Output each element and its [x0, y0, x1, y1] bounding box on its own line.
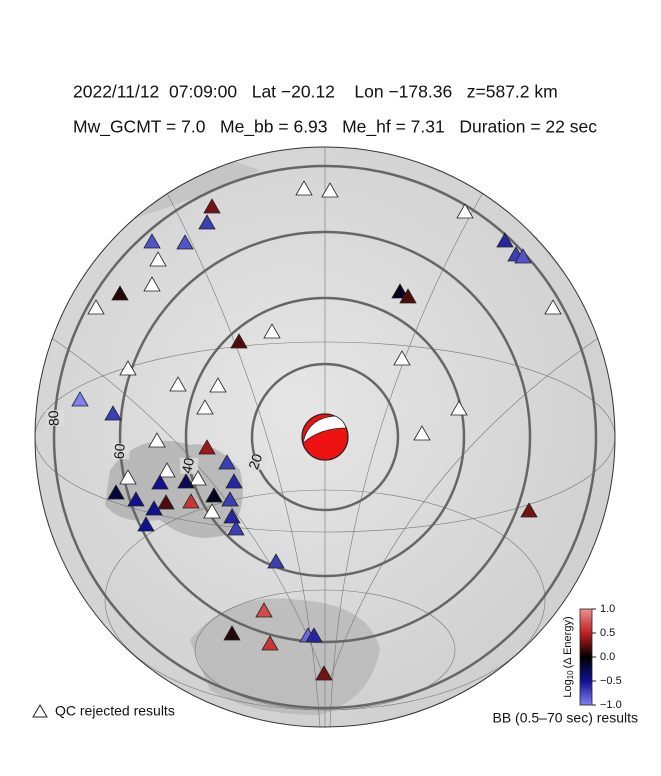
station	[223, 625, 241, 641]
ring-label-bg	[247, 453, 266, 470]
station	[177, 473, 195, 489]
station	[225, 473, 243, 489]
legend-symbol	[32, 704, 48, 718]
station	[149, 251, 167, 267]
station	[520, 502, 538, 518]
station	[119, 360, 137, 376]
station	[205, 487, 223, 503]
station	[104, 405, 122, 421]
station	[514, 248, 532, 264]
station	[196, 399, 214, 415]
ring-label: 80	[45, 410, 62, 427]
station	[107, 484, 125, 500]
legend-label: BB (0.5–70 sec) results	[492, 710, 638, 726]
ring-label: 60	[111, 443, 128, 460]
ring-label-bg	[180, 457, 199, 474]
station	[218, 454, 236, 470]
station	[169, 376, 187, 392]
station	[223, 508, 241, 524]
distance-ring	[52, 164, 598, 710]
header-line: Mw_GCMT = 7.0 Me_bb = 6.93 Me_hf = 7.31 …	[73, 117, 597, 138]
station	[456, 203, 474, 219]
station	[182, 493, 200, 509]
colorbar-tick-label: −1.0	[600, 699, 622, 711]
station	[391, 283, 409, 299]
station	[143, 276, 161, 292]
label-part: 10	[566, 670, 575, 679]
station	[143, 233, 161, 249]
station	[230, 333, 248, 349]
station	[203, 503, 221, 519]
colorbar-tick-label: 1.0	[600, 603, 615, 615]
ring-label: 20	[245, 451, 265, 471]
header-line: 2022/11/12 07:09:00 Lat −20.12 Lon −178.…	[73, 82, 558, 102]
station	[263, 323, 281, 339]
station	[145, 500, 163, 516]
station	[221, 491, 239, 507]
colorbar-label: Log10 (Δ Energy)	[562, 616, 575, 697]
ring-label-bg	[111, 443, 130, 460]
station	[315, 665, 333, 681]
ring-label-bg	[45, 410, 64, 427]
globe-outline	[34, 146, 616, 728]
station	[189, 470, 207, 486]
station	[203, 198, 221, 214]
station	[393, 350, 411, 366]
station	[267, 553, 285, 569]
station	[158, 462, 176, 478]
station	[413, 425, 431, 441]
station	[148, 432, 166, 448]
station	[261, 635, 279, 651]
focal-mechanism	[301, 413, 349, 461]
label-part: Log	[562, 679, 574, 697]
station	[176, 234, 194, 250]
station	[496, 232, 514, 248]
ring-label: 40	[178, 456, 197, 475]
station	[450, 400, 468, 416]
distance-ring	[250, 362, 400, 512]
station	[157, 494, 175, 510]
station	[544, 299, 562, 315]
station	[295, 180, 313, 196]
station	[111, 285, 129, 301]
colorbar-tick-label: 0.5	[600, 627, 615, 639]
distance-ring	[118, 230, 532, 644]
station	[137, 516, 155, 532]
colorbar	[579, 608, 593, 706]
station	[119, 469, 137, 485]
station	[151, 474, 169, 490]
distance-ring	[184, 296, 466, 578]
station	[321, 182, 339, 198]
station	[198, 439, 216, 455]
label-part: (Δ Energy)	[562, 616, 574, 668]
station	[127, 491, 145, 507]
station	[198, 214, 216, 230]
colorbar-tick-label: 0.0	[600, 651, 615, 663]
legend-label: QC rejected results	[55, 703, 175, 719]
station	[399, 288, 417, 304]
station	[209, 377, 227, 393]
station	[71, 391, 89, 407]
station	[227, 520, 245, 536]
station	[305, 627, 323, 643]
station	[255, 602, 273, 618]
colorbar-tick-label: −0.5	[600, 675, 622, 687]
station	[87, 299, 105, 315]
